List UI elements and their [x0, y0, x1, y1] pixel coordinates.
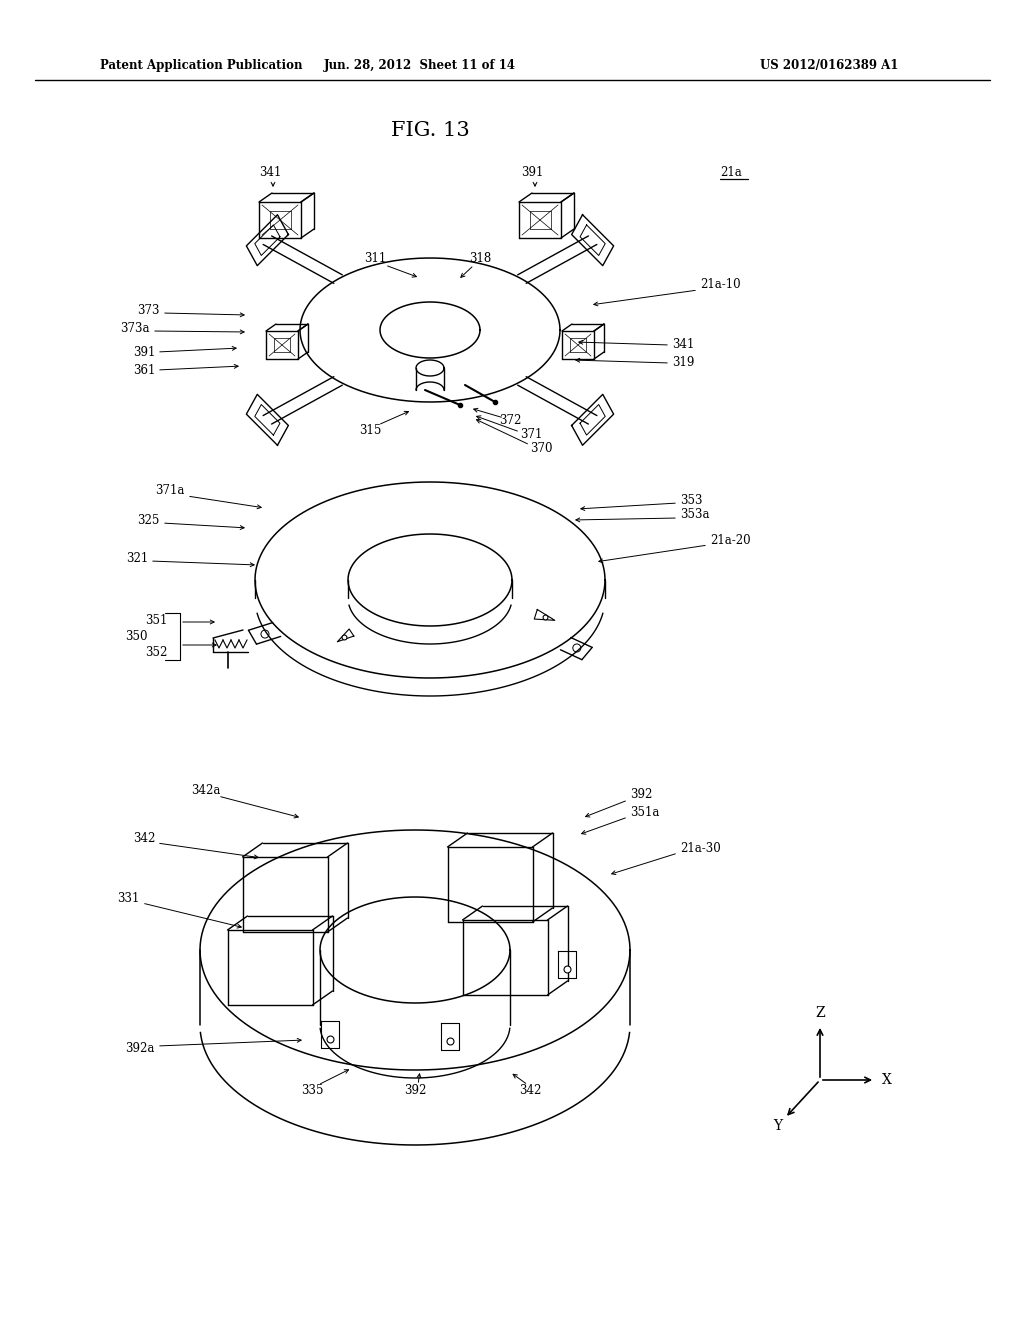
Text: 342: 342	[519, 1084, 542, 1097]
Text: 392: 392	[403, 1084, 426, 1097]
Text: 21a: 21a	[720, 166, 741, 180]
Text: 392: 392	[630, 788, 652, 801]
Text: 21a-20: 21a-20	[710, 533, 751, 546]
Text: 342: 342	[133, 832, 155, 845]
Text: 21a-30: 21a-30	[680, 842, 721, 854]
Text: Z: Z	[815, 1006, 824, 1020]
Text: Y: Y	[773, 1119, 782, 1133]
Text: 311: 311	[364, 252, 386, 264]
Text: 391: 391	[133, 346, 155, 359]
Text: 373a: 373a	[121, 322, 150, 334]
Text: 319: 319	[672, 356, 694, 370]
Text: 335: 335	[301, 1084, 324, 1097]
Text: 321: 321	[126, 552, 148, 565]
Text: 21a-10: 21a-10	[700, 279, 740, 292]
Text: 342a: 342a	[190, 784, 220, 796]
Text: 392a: 392a	[126, 1041, 155, 1055]
Text: 351: 351	[144, 614, 167, 627]
Text: Jun. 28, 2012  Sheet 11 of 14: Jun. 28, 2012 Sheet 11 of 14	[324, 58, 516, 71]
Text: 372: 372	[499, 413, 521, 426]
Text: 353: 353	[680, 494, 702, 507]
Text: US 2012/0162389 A1: US 2012/0162389 A1	[760, 58, 898, 71]
Text: 341: 341	[672, 338, 694, 351]
Text: 371: 371	[520, 429, 543, 441]
Text: 373: 373	[137, 304, 160, 317]
Text: FIG. 13: FIG. 13	[390, 120, 469, 140]
Text: 361: 361	[133, 363, 155, 376]
Text: 315: 315	[358, 424, 381, 437]
Text: X: X	[882, 1073, 892, 1086]
Text: 350: 350	[126, 630, 148, 643]
Text: 351a: 351a	[630, 805, 659, 818]
Text: Patent Application Publication: Patent Application Publication	[100, 58, 302, 71]
Text: 352: 352	[144, 645, 167, 659]
Text: 325: 325	[137, 513, 160, 527]
Text: 331: 331	[118, 891, 140, 904]
Text: 318: 318	[469, 252, 492, 264]
Text: 370: 370	[530, 441, 553, 454]
Text: 341: 341	[259, 166, 282, 180]
Text: 391: 391	[521, 166, 543, 180]
Text: 353a: 353a	[680, 508, 710, 521]
Text: 371a: 371a	[156, 483, 185, 496]
